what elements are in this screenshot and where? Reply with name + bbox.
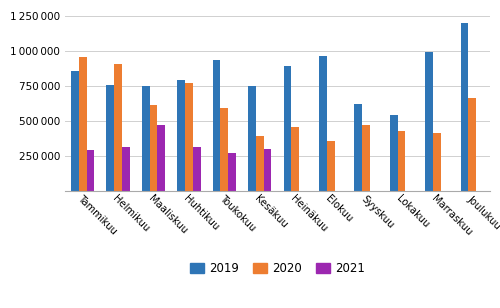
Legend: 2019, 2020, 2021: 2019, 2020, 2021 [186, 257, 370, 280]
Bar [264, 149, 272, 191]
Bar [292, 128, 299, 191]
Bar [319, 56, 326, 191]
Bar [122, 147, 130, 191]
Bar [468, 98, 476, 191]
Bar [398, 131, 406, 191]
Bar [150, 105, 158, 191]
Bar [460, 22, 468, 191]
Bar [362, 124, 370, 191]
Bar [114, 64, 122, 191]
Bar [158, 125, 165, 191]
Bar [256, 136, 264, 191]
Bar [284, 66, 292, 191]
Bar [220, 108, 228, 191]
Bar [86, 150, 94, 191]
Bar [228, 152, 236, 191]
Bar [425, 52, 433, 191]
Bar [142, 86, 150, 191]
Bar [185, 83, 193, 191]
Bar [193, 147, 200, 191]
Bar [106, 85, 114, 191]
Bar [390, 115, 398, 191]
Bar [79, 57, 86, 191]
Bar [248, 86, 256, 191]
Bar [354, 103, 362, 191]
Bar [71, 71, 79, 191]
Bar [433, 133, 441, 191]
Bar [212, 60, 220, 191]
Bar [178, 80, 185, 191]
Bar [326, 141, 334, 191]
